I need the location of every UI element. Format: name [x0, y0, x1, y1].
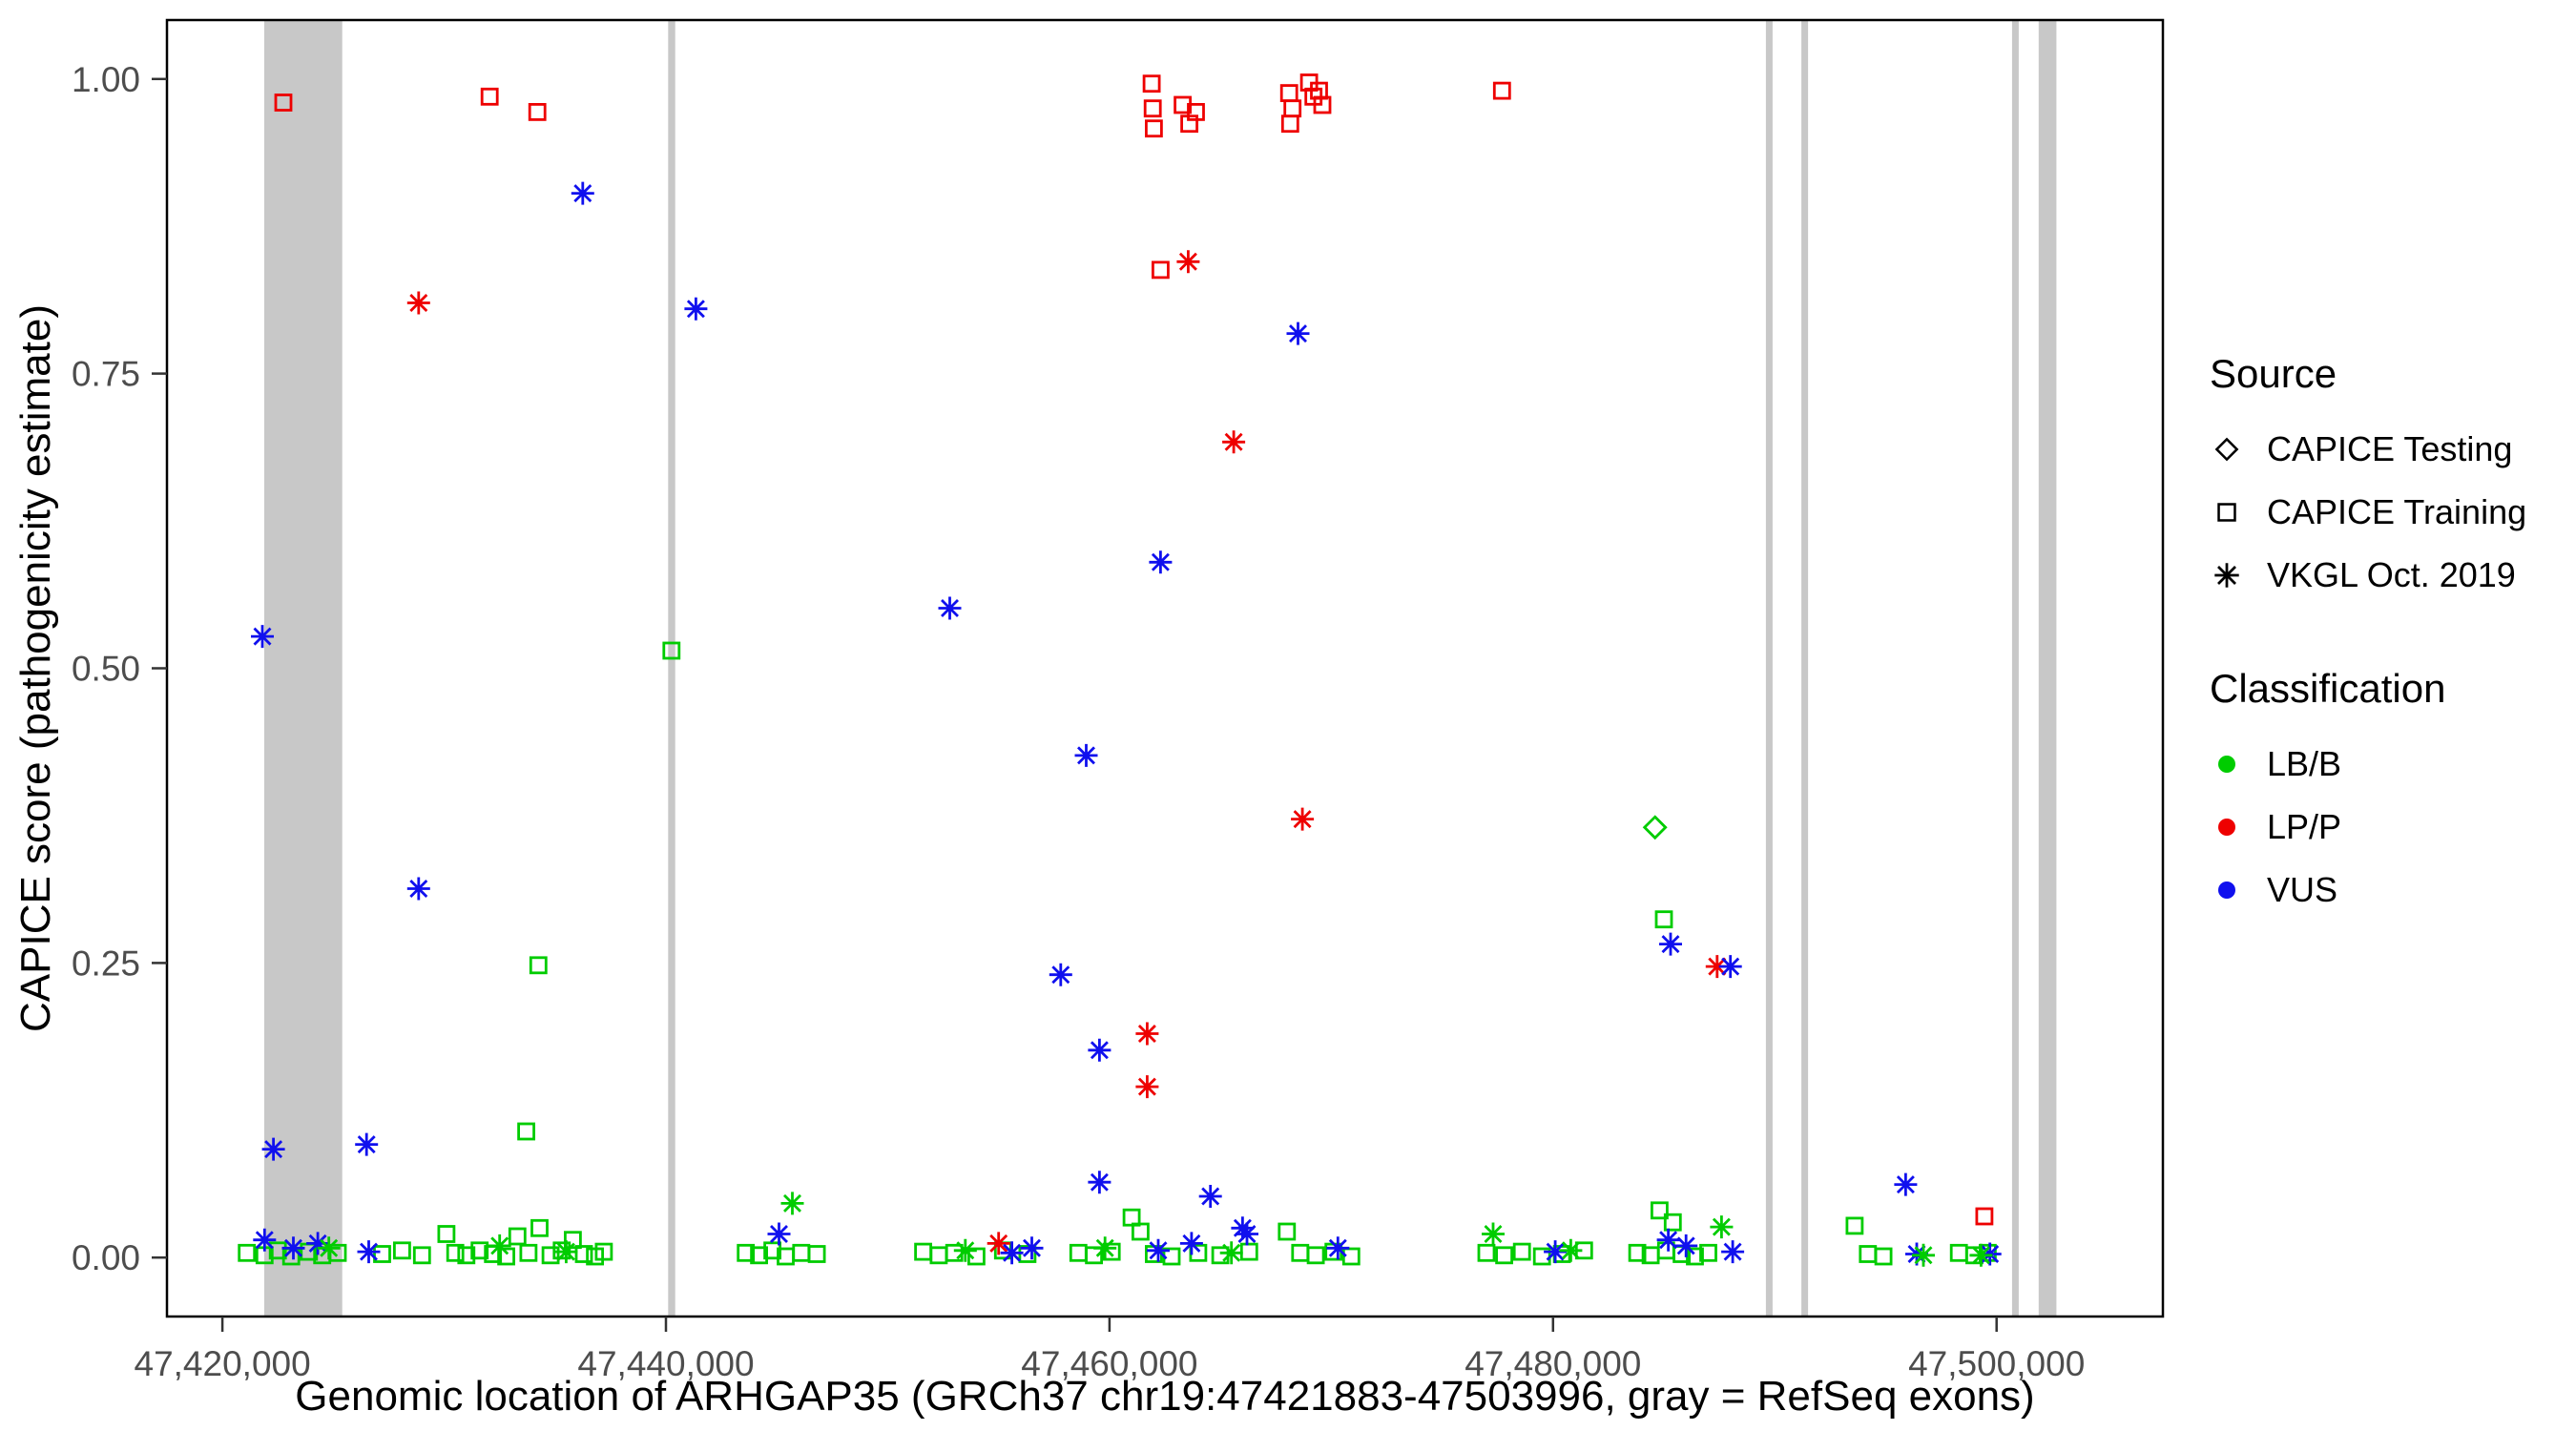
green-dot-icon — [2218, 756, 2235, 773]
legend-item-label: LB/B — [2267, 744, 2342, 783]
exon-band — [668, 20, 675, 1317]
legend-item-capice-training: CAPICE Training — [2210, 481, 2526, 544]
x-tick-label: 47,420,000 — [135, 1344, 311, 1383]
legend-source-group: Source CAPICE Testing CAPICE Training VK… — [2210, 351, 2526, 607]
legend-item-label: CAPICE Testing — [2267, 429, 2513, 468]
blue-dot-icon — [2218, 881, 2235, 899]
exon-band — [263, 20, 343, 1317]
legend-classification-group: Classification LB/B LP/P VUS — [2210, 666, 2526, 922]
exon-band — [1765, 20, 1773, 1317]
exon-band — [2011, 20, 2019, 1317]
y-tick-label: 0.50 — [72, 650, 140, 689]
exon-band — [1801, 20, 1809, 1317]
y-tick-label: 0.25 — [72, 944, 140, 983]
asterisk-icon — [2214, 563, 2239, 588]
legend-item-label: VKGL Oct. 2019 — [2267, 555, 2516, 594]
data-points — [238, 73, 2002, 1267]
exon-band — [2038, 20, 2057, 1317]
legend-item-label: VUS — [2267, 870, 2338, 909]
x-tick-label: 47,440,000 — [577, 1344, 754, 1383]
red-dot-icon — [2218, 819, 2235, 836]
y-axis-title: CAPICE score (pathogenicity estimate) — [12, 304, 59, 1032]
y-tick-label: 0.75 — [72, 355, 140, 394]
y-tick-label: 0.00 — [72, 1238, 140, 1277]
legend-item-capice-testing: CAPICE Testing — [2210, 418, 2526, 481]
legend-item-lbb: LB/B — [2210, 733, 2526, 796]
legend: Source CAPICE Testing CAPICE Training VK… — [2210, 351, 2526, 922]
refseq-exon-bands — [263, 20, 2057, 1317]
legend-item-lpp: LP/P — [2210, 796, 2526, 859]
legend-item-vus: VUS — [2210, 859, 2526, 922]
panel-border — [165, 18, 2165, 1318]
x-tick-label: 47,460,000 — [1021, 1344, 1197, 1383]
x-axis: 47,420,000 47,440,000 47,460,000 47,480,000… — [135, 1317, 2085, 1420]
x-axis-title: Genomic location of ARHGAP35 (GRCh37 chr… — [295, 1373, 2034, 1420]
legend-item-label: LP/P — [2267, 807, 2342, 846]
diamond-icon — [2214, 437, 2239, 462]
square-icon — [2217, 503, 2236, 522]
legend-classification-title: Classification — [2210, 666, 2446, 711]
y-tick-label: 1.00 — [72, 60, 140, 99]
legend-item-vkgl: VKGL Oct. 2019 — [2210, 544, 2526, 607]
legend-source-title: Source — [2210, 351, 2337, 396]
x-tick-label: 47,480,000 — [1465, 1344, 1641, 1383]
x-tick-label: 47,500,000 — [1908, 1344, 2085, 1383]
y-axis: 0.00 0.25 0.50 0.75 1.00 CAPICE score (pathog… — [12, 60, 167, 1277]
legend-item-label: CAPICE Training — [2267, 492, 2527, 531]
